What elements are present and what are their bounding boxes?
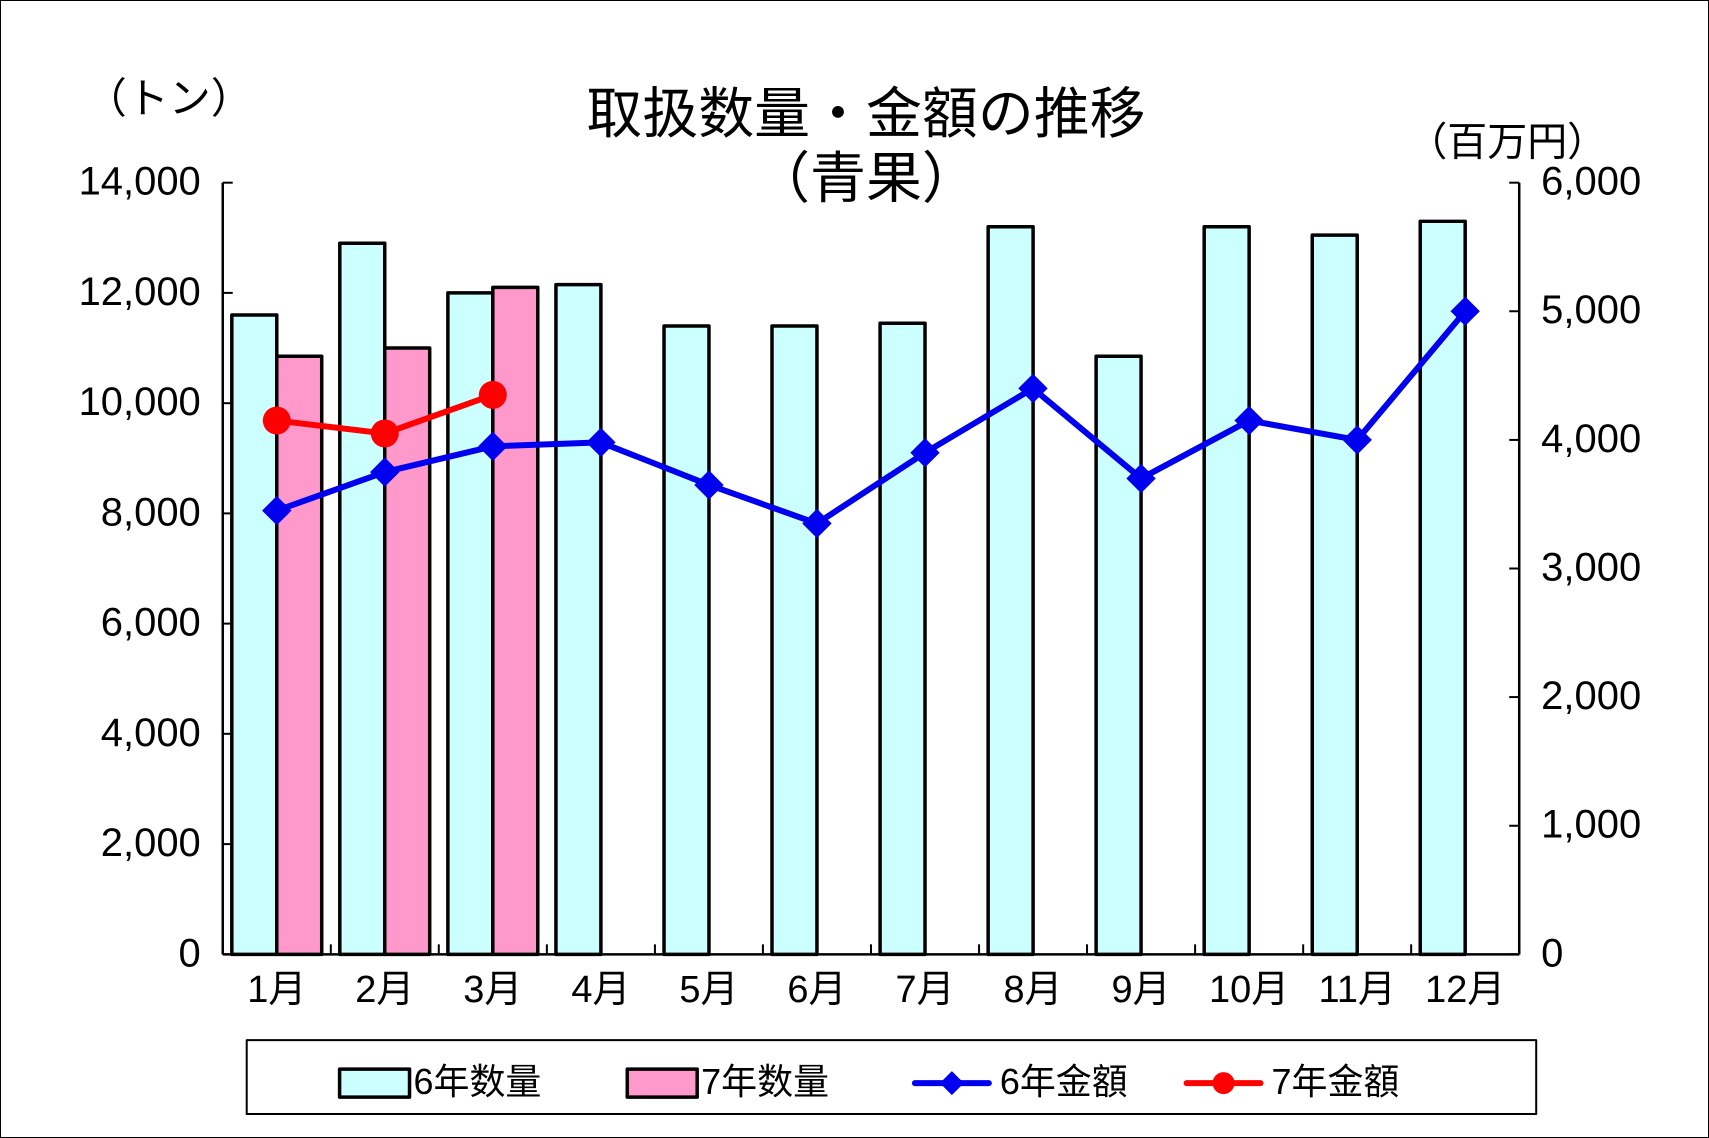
svg-text:4,000: 4,000: [101, 711, 201, 755]
svg-text:9月: 9月: [1112, 969, 1171, 1011]
svg-text:14,000: 14,000: [79, 160, 201, 204]
svg-text:2,000: 2,000: [101, 821, 201, 865]
svg-text:8,000: 8,000: [101, 490, 201, 534]
svg-text:0: 0: [179, 931, 201, 975]
svg-text:6年数量: 6年数量: [414, 1061, 542, 1102]
svg-text:12,000: 12,000: [79, 270, 201, 314]
svg-text:10,000: 10,000: [79, 380, 201, 424]
svg-text:3月: 3月: [463, 969, 522, 1011]
svg-text:（百万円）: （百万円）: [1407, 121, 1607, 165]
svg-text:2,000: 2,000: [1541, 674, 1641, 718]
svg-text:2月: 2月: [355, 969, 414, 1011]
svg-text:6月: 6月: [787, 969, 846, 1011]
svg-text:4,000: 4,000: [1541, 417, 1641, 461]
svg-text:6,000: 6,000: [101, 601, 201, 645]
svg-text:8月: 8月: [1003, 969, 1062, 1011]
svg-text:（青果）: （青果）: [754, 147, 978, 210]
svg-text:取扱数量・金額の推移: 取扱数量・金額の推移: [586, 82, 1145, 145]
svg-text:0: 0: [1541, 931, 1563, 975]
svg-text:6,000: 6,000: [1541, 160, 1641, 204]
svg-text:6年金額: 6年金額: [1000, 1061, 1128, 1102]
svg-text:1,000: 1,000: [1541, 803, 1641, 847]
svg-text:10月: 10月: [1209, 969, 1289, 1011]
svg-text:7年金額: 7年金額: [1272, 1061, 1400, 1102]
svg-text:4月: 4月: [571, 969, 630, 1011]
svg-text:12月: 12月: [1425, 969, 1505, 1011]
svg-text:5月: 5月: [679, 969, 738, 1011]
svg-text:3,000: 3,000: [1541, 545, 1641, 589]
svg-text:1月: 1月: [247, 969, 306, 1011]
svg-text:11月: 11月: [1319, 969, 1396, 1011]
svg-text:5,000: 5,000: [1541, 288, 1641, 332]
svg-text:7月: 7月: [895, 969, 954, 1011]
svg-text:（トン）: （トン）: [85, 75, 253, 122]
svg-text:7年数量: 7年数量: [701, 1061, 829, 1102]
